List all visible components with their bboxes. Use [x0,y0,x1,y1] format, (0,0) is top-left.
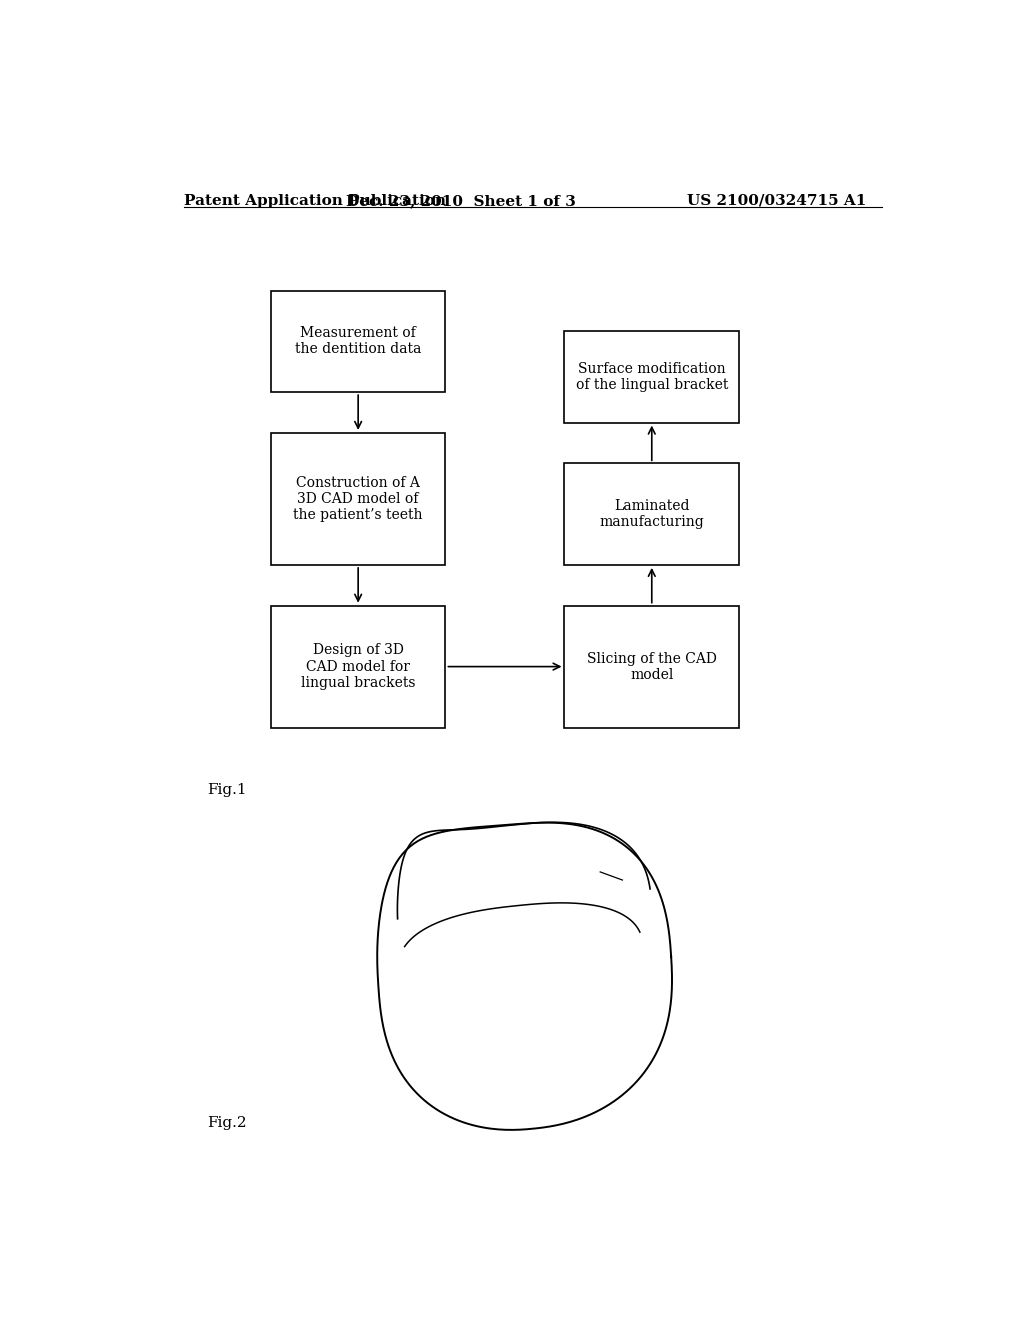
FancyBboxPatch shape [564,463,739,565]
Text: Laminated
manufacturing: Laminated manufacturing [599,499,705,529]
FancyBboxPatch shape [564,606,739,727]
Text: US 2100/0324715 A1: US 2100/0324715 A1 [687,194,866,209]
FancyBboxPatch shape [270,606,445,727]
FancyBboxPatch shape [564,331,739,422]
Text: Fig.2: Fig.2 [207,1115,247,1130]
Text: Fig.1: Fig.1 [207,784,247,797]
FancyBboxPatch shape [270,433,445,565]
Text: Construction of A
3D CAD model of
the patient’s teeth: Construction of A 3D CAD model of the pa… [294,475,423,523]
Text: Patent Application Publication: Patent Application Publication [183,194,445,209]
Text: Measurement of
the dentition data: Measurement of the dentition data [295,326,421,356]
Text: Design of 3D
CAD model for
lingual brackets: Design of 3D CAD model for lingual brack… [301,643,416,690]
Text: Surface modification
of the lingual bracket: Surface modification of the lingual brac… [575,362,728,392]
FancyBboxPatch shape [270,290,445,392]
Text: Slicing of the CAD
model: Slicing of the CAD model [587,652,717,681]
Text: Dec. 23, 2010  Sheet 1 of 3: Dec. 23, 2010 Sheet 1 of 3 [346,194,577,209]
